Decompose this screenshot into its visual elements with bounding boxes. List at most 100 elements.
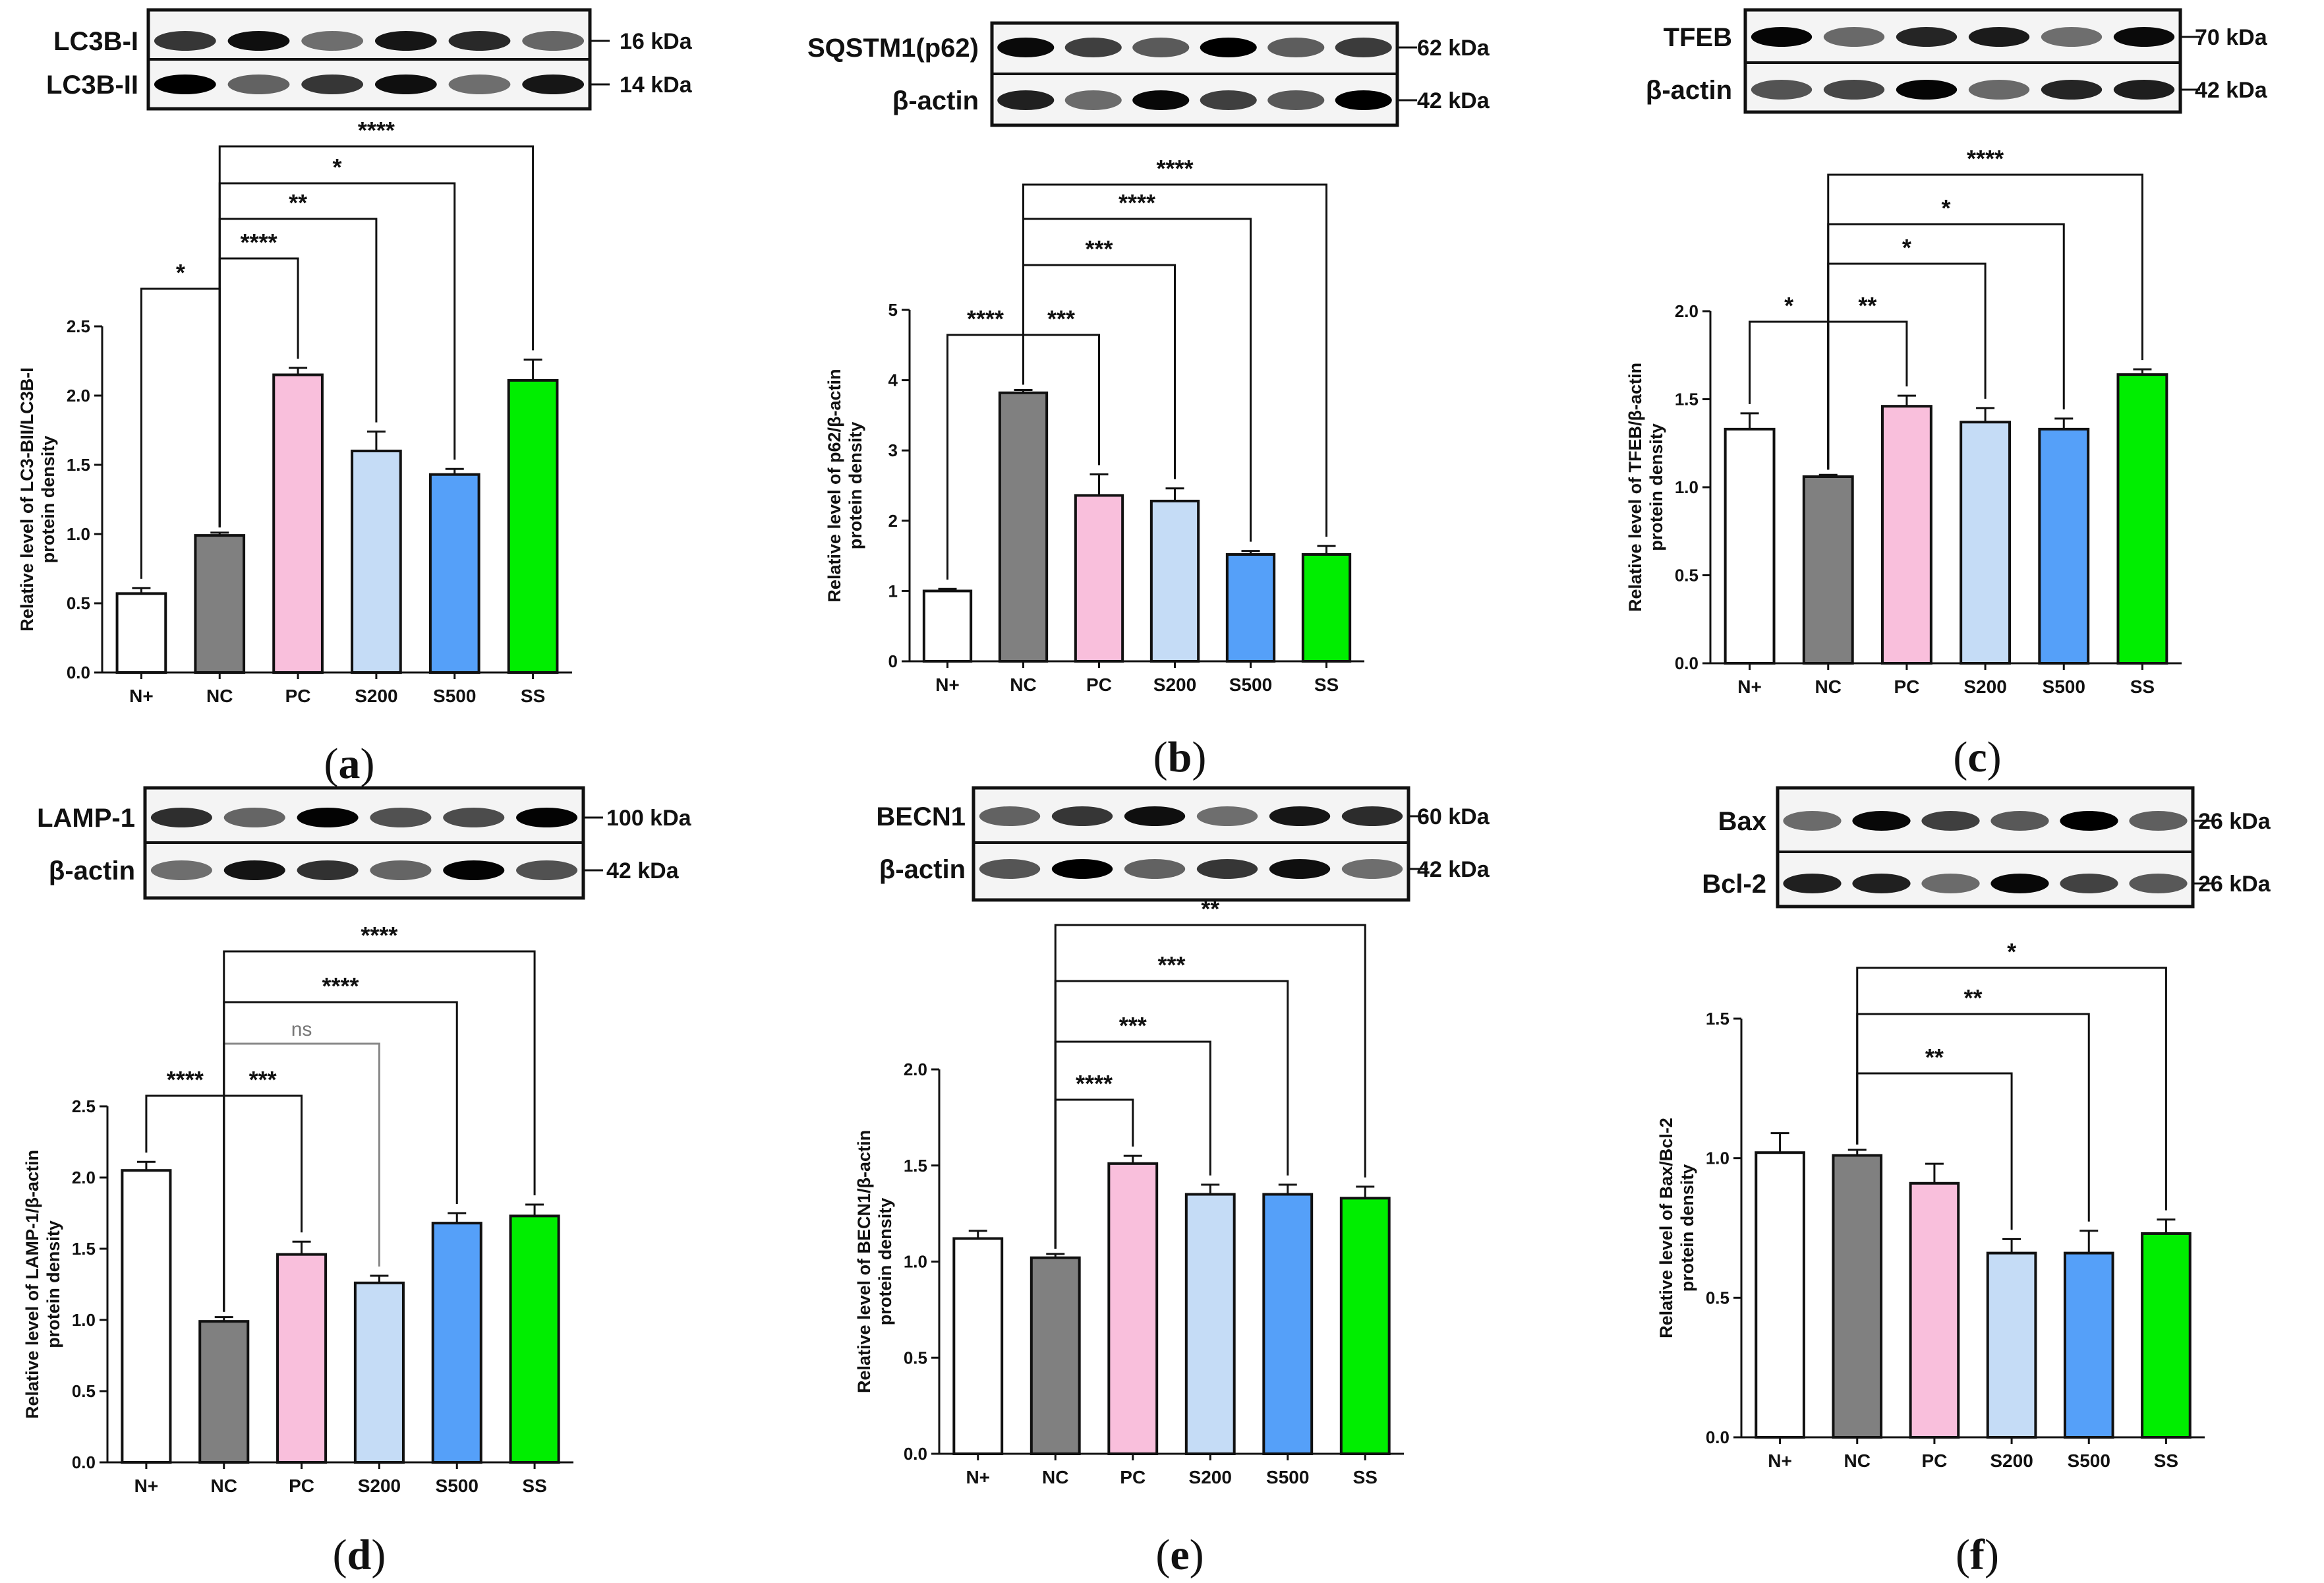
blot-band: [1196, 806, 1258, 826]
kda-label: 100 kDa: [606, 806, 692, 831]
blot-band: [1823, 80, 1885, 100]
blot-band: [2129, 874, 2188, 893]
blot-frame: [1743, 8, 2182, 114]
bars-e: N+ NC PC S200 S500 SS: [952, 1154, 1391, 1487]
x-tick-label: S200: [1963, 676, 2006, 697]
bar-ss: [2116, 373, 2168, 665]
blot-band: [1335, 38, 1392, 57]
y-tick-label: 5: [888, 300, 898, 320]
blot-band: [297, 808, 359, 827]
significance-bracket: [1054, 980, 1289, 1249]
blot-band: [1921, 874, 1980, 893]
significance-label: ****: [241, 229, 277, 256]
blot-band: [979, 859, 1041, 879]
panel-letter: d: [347, 1531, 372, 1579]
significance-f: *****: [1856, 938, 2167, 1230]
y-axis-label-line1: Relative level of LC3-BII/LC3B-I: [17, 367, 37, 632]
y-tick-label: 0.5: [67, 593, 90, 613]
blot-frame: [1776, 786, 2195, 909]
y-tick-label: 1.0: [72, 1310, 96, 1330]
kda-label: 14 kDa: [620, 73, 693, 98]
y-tick-label: 1.0: [904, 1252, 927, 1272]
significance-c: * ********: [1749, 145, 2143, 470]
kda-label: 62 kDa: [1417, 36, 1490, 61]
blot-row-label: β-actin: [879, 855, 966, 884]
panel-f: Bax 26 kDa Bcl-2 26 kDa 0.0 0.5 1.0 1.5 Relative…: [1656, 786, 2271, 1579]
y-tick-label: 1.0: [1675, 477, 1699, 497]
western-blot-a: LC3B-I 16 kDa LC3B-II 14 kDa: [46, 8, 693, 111]
blot-band: [522, 75, 585, 94]
panel-a: LC3B-I 16 kDa LC3B-II 14 kDa 0.0 0.5 1.0 1.5 2.0…: [17, 8, 693, 788]
blot-row-label: LC3B-I: [53, 27, 138, 56]
significance-e: ************: [1054, 895, 1366, 1249]
x-tick-label: PC: [285, 686, 311, 706]
bar-s500: [1225, 553, 1276, 663]
x-tick-label: SS: [2154, 1450, 2178, 1471]
bars-c: N+ NC PC S200 S500 SS: [1724, 368, 2168, 697]
y-axis-label-line1: Relative level of Bax/Bcl-2: [1656, 1118, 1676, 1338]
significance-label: **: [1201, 895, 1219, 922]
x-tick-label: NC: [206, 686, 233, 706]
significance-bracket: [223, 1001, 458, 1312]
y-tick-label: 2.0: [904, 1060, 927, 1079]
blot-band: [1269, 806, 1331, 826]
bar-nplus: [115, 592, 167, 674]
significance-label: ****: [1076, 1070, 1113, 1097]
blot-band: [150, 860, 212, 880]
bar-pc: [1107, 1162, 1159, 1455]
blot-band: [1196, 859, 1258, 879]
significance-label: ****: [967, 305, 1004, 332]
blot-band: [227, 31, 290, 51]
x-tick-label: S500: [1229, 674, 1272, 695]
bar-s500: [428, 473, 480, 674]
panel-b: SQSTM1(p62) 62 kDa β-actin 42 kDa 0 1 2 3 4 5 Rela…: [807, 21, 1490, 781]
blot-band: [1051, 806, 1113, 826]
y-axis-label-line2: protein density: [38, 436, 58, 564]
y-axis-label: Relative level of BECN1/β-actin protein d…: [854, 1130, 895, 1393]
y-tick-label: 0.5: [904, 1348, 927, 1367]
significance-label: ****: [1156, 155, 1193, 182]
significance-bracket: [1827, 173, 2143, 470]
significance-label: *: [176, 259, 185, 286]
blot-band: [1783, 811, 1842, 831]
bar-nc: [1030, 1256, 1081, 1456]
bars-d: N+ NC PC S200 S500 SS: [121, 1160, 560, 1496]
axes-b: 0 1 2 3 4 5 Relative level of p62/β-actin prote…: [825, 300, 1364, 671]
axes-c: 0.0 0.5 1.0 1.5 2.0 Relative level of TFEB/β-…: [1625, 301, 2182, 673]
significance-label: ***: [1047, 305, 1075, 332]
bar-s500: [1262, 1193, 1314, 1455]
bar-nc: [1832, 1154, 1883, 1439]
x-tick-label: SS: [521, 686, 545, 706]
blot-band: [1783, 874, 1842, 893]
kda-label: 26 kDa: [2198, 872, 2271, 897]
x-tick-label: SS: [1314, 674, 1339, 695]
significance-bracket: [1054, 924, 1366, 1249]
blot-band: [1051, 859, 1113, 879]
blot-band: [443, 808, 505, 827]
blot-band: [2041, 80, 2103, 100]
blot-band: [997, 38, 1055, 57]
blot-band: [2041, 27, 2103, 47]
x-tick-label: NC: [211, 1476, 237, 1496]
axes-d: 0.0 0.5 1.0 1.5 2.0 2.5 Relative level of LAMP…: [22, 1096, 573, 1472]
x-tick-label: S500: [1266, 1467, 1309, 1487]
x-tick-label: N+: [1768, 1450, 1792, 1471]
significance-bracket: [1856, 967, 2167, 1210]
blot-row-label: β-actin: [1646, 76, 1732, 105]
blot-band: [150, 808, 212, 827]
blot-band: [1132, 38, 1190, 57]
x-tick-label: S500: [2043, 676, 2085, 697]
bar-nplus: [952, 1237, 1004, 1456]
kda-label: 60 kDa: [1417, 804, 1490, 829]
significance-label: ***: [1085, 235, 1113, 262]
x-tick-label: N+: [966, 1467, 990, 1487]
bar-pc: [1909, 1181, 1960, 1439]
bar-ss: [2141, 1232, 2192, 1439]
bars-a: N+ NC PC S200 S500 SS: [115, 358, 559, 706]
x-tick-label: S200: [1189, 1467, 1232, 1487]
significance-label: ****: [361, 922, 397, 949]
panel-label: (b): [1153, 733, 1207, 781]
significance-label: ***: [1157, 951, 1185, 978]
